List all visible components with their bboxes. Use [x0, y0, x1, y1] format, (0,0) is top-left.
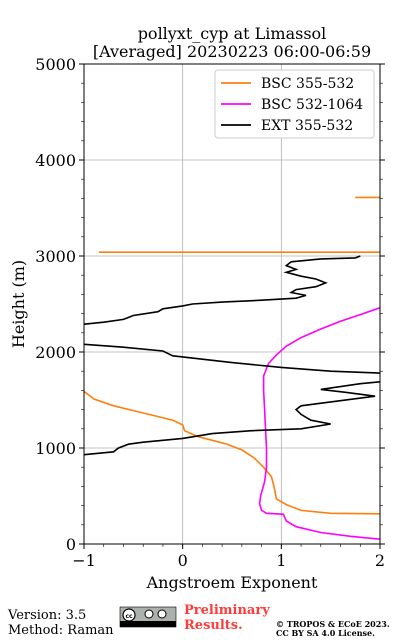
preliminary-line1: Preliminary [184, 603, 270, 618]
legend: BSC 355-532 BSC 532-1064 EXT 355-532 [214, 69, 375, 139]
legend-label: EXT 355-532 [261, 118, 353, 134]
series-line-3 [84, 255, 380, 456]
x-tick-label: 0 [178, 551, 188, 570]
chart-subtitle: [Averaged] 20230223 06:00-06:59 [93, 42, 371, 61]
series-line-2 [258, 307, 380, 540]
x-axis-label: Angstroem Exponent [146, 573, 318, 592]
plot-frame [83, 63, 381, 545]
copyright-line1: © TROPOS & ECoE 2023. [276, 619, 390, 629]
series-layer [84, 196, 380, 540]
grid [84, 64, 380, 544]
version-text: Version: 3.5 [7, 608, 86, 623]
copyright-line2: CC BY SA 4.0 License. [276, 628, 375, 638]
y-tick-label: 2000 [35, 343, 76, 362]
legend-box [214, 69, 375, 139]
x-tick-label: 1 [276, 551, 286, 570]
y-axis-label: Height (m) [9, 260, 28, 348]
y-tick-label: 1000 [35, 439, 76, 458]
legend-label: BSC 355-532 [261, 76, 354, 92]
svg-text:cc: cc [125, 613, 133, 620]
method-text: Method: Raman [8, 623, 114, 638]
cc-by-sa-badge: cc [119, 606, 177, 628]
y-tick-label: 0 [66, 535, 76, 554]
y-tick-label: 3000 [35, 247, 76, 266]
y-tick-label: 5000 [35, 55, 76, 74]
chart-title: pollyxt_cyp at Limassol [138, 24, 327, 43]
x-tick-label: −1 [72, 551, 96, 570]
series-line-1 [84, 196, 380, 515]
legend-label: BSC 532-1064 [261, 97, 363, 113]
y-tick-label: 4000 [35, 151, 76, 170]
x-tick-label: 2 [375, 551, 385, 570]
preliminary-line2: Results. [184, 618, 243, 633]
